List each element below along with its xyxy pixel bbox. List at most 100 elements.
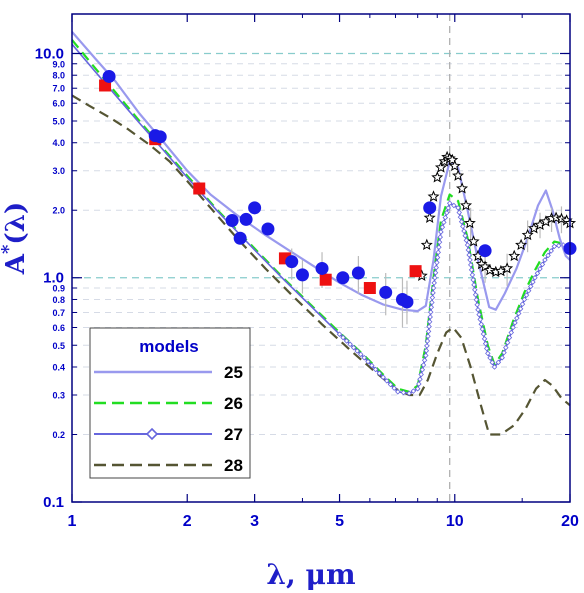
diamond-marker <box>437 234 444 240</box>
diamond-marker <box>384 378 390 384</box>
y-tick-label: 0.1 <box>43 494 64 511</box>
diamond-marker <box>471 282 477 288</box>
circle-point <box>379 285 393 299</box>
diamond-marker <box>460 223 466 230</box>
circle-point <box>153 130 167 144</box>
star-point <box>521 228 534 241</box>
diamond-marker <box>434 259 440 266</box>
diamond-marker <box>525 288 532 294</box>
x-tick-label: 1 <box>68 513 77 530</box>
diamond-marker <box>442 214 449 221</box>
diamond-marker <box>451 202 457 209</box>
legend-title: models <box>139 337 199 356</box>
diamond-marker <box>426 323 432 330</box>
star-point <box>467 235 480 247</box>
diamond-marker <box>427 314 433 320</box>
diamond-marker <box>512 320 518 326</box>
legend-label-25: 25 <box>224 363 243 382</box>
x-tick-label: 2 <box>183 513 192 530</box>
circle-point <box>423 201 437 215</box>
diamond-marker <box>530 279 536 285</box>
diamond-marker <box>465 247 472 253</box>
diamond-marker <box>423 347 430 354</box>
diamond-marker <box>354 348 360 354</box>
diamond-marker <box>376 370 383 377</box>
diamond-marker <box>464 242 471 248</box>
diamond-marker <box>514 315 520 321</box>
x-tick-label: 20 <box>561 513 579 530</box>
diamond-marker <box>425 333 431 339</box>
diamond-marker <box>417 376 423 382</box>
diamond-marker <box>430 290 436 296</box>
star-point <box>515 238 528 251</box>
diamond-marker <box>475 306 481 313</box>
y-axis-label-part: * <box>0 244 19 254</box>
square-point <box>193 182 206 195</box>
diamond-marker <box>456 209 463 216</box>
star-point <box>431 171 444 183</box>
legend-label-27: 27 <box>224 425 243 444</box>
diamond-marker <box>461 228 467 234</box>
diamond-marker <box>489 359 496 366</box>
diamond-marker <box>542 257 548 263</box>
diamond-marker <box>532 274 538 281</box>
diamond-marker <box>462 232 468 239</box>
diamond-marker <box>436 239 443 245</box>
diamond-marker <box>482 340 489 347</box>
star-point <box>508 249 521 262</box>
y-minor-tick-label: 9.0 <box>52 59 65 69</box>
square-point <box>363 282 376 295</box>
diamond-marker <box>372 366 379 373</box>
diamond-marker <box>424 343 430 349</box>
diamond-marker <box>421 357 428 364</box>
circle-point <box>285 255 299 269</box>
diamond-marker <box>431 280 437 286</box>
diamond-marker <box>523 292 530 298</box>
diamond-marker <box>537 266 543 272</box>
diamond-marker <box>503 344 509 351</box>
diamond-marker <box>410 388 417 394</box>
diamond-marker <box>425 328 432 335</box>
circle-point <box>336 271 350 285</box>
y-minor-tick-label: 6.0 <box>52 99 65 109</box>
diamond-marker <box>517 306 524 312</box>
diamond-marker <box>508 329 515 336</box>
y-minor-tick-label: 8.0 <box>52 71 65 81</box>
diamond-marker <box>347 341 353 348</box>
reference-lines <box>72 14 570 502</box>
y-axis-label-part: A <box>1 253 31 275</box>
star-point <box>448 159 461 172</box>
diamond-marker <box>418 371 424 378</box>
diamond-marker <box>521 296 528 303</box>
legend-items: 25 26 27 28 <box>94 363 243 475</box>
diamond-marker <box>361 354 367 361</box>
model-curve-28 <box>71 94 571 436</box>
y-minor-tick-label: 7.0 <box>52 84 65 94</box>
x-axis-label: λ, μm <box>266 558 355 591</box>
y-minor-tick-label: 0.9 <box>52 284 65 294</box>
diamond-marker <box>467 257 473 263</box>
diamond-marker <box>446 200 453 206</box>
y-minor-tick-label: 0.4 <box>52 362 65 372</box>
diamond-marker <box>504 339 511 346</box>
diamond-marker <box>423 352 429 359</box>
diamond-marker <box>427 309 434 315</box>
legend: models 25 26 27 28 <box>89 327 251 479</box>
diamond-marker <box>556 242 562 249</box>
diamond-marker <box>419 366 426 373</box>
star-point <box>456 182 469 194</box>
circle-point <box>225 213 239 227</box>
circle-point <box>248 201 262 215</box>
diamond-marker <box>350 344 357 351</box>
diamond-marker <box>457 214 464 220</box>
diamond-marker <box>430 285 437 291</box>
diamond-marker <box>441 219 447 226</box>
diamond-marker <box>424 338 431 344</box>
diamond-marker <box>477 316 483 323</box>
diamond-marker <box>501 349 507 356</box>
y-axis-label: A*(λ) <box>0 202 31 275</box>
diamond-marker <box>485 350 491 357</box>
plot-frame <box>71 13 571 503</box>
y-minor-tick-label: 2.0 <box>52 206 65 216</box>
circle-point <box>315 261 329 275</box>
